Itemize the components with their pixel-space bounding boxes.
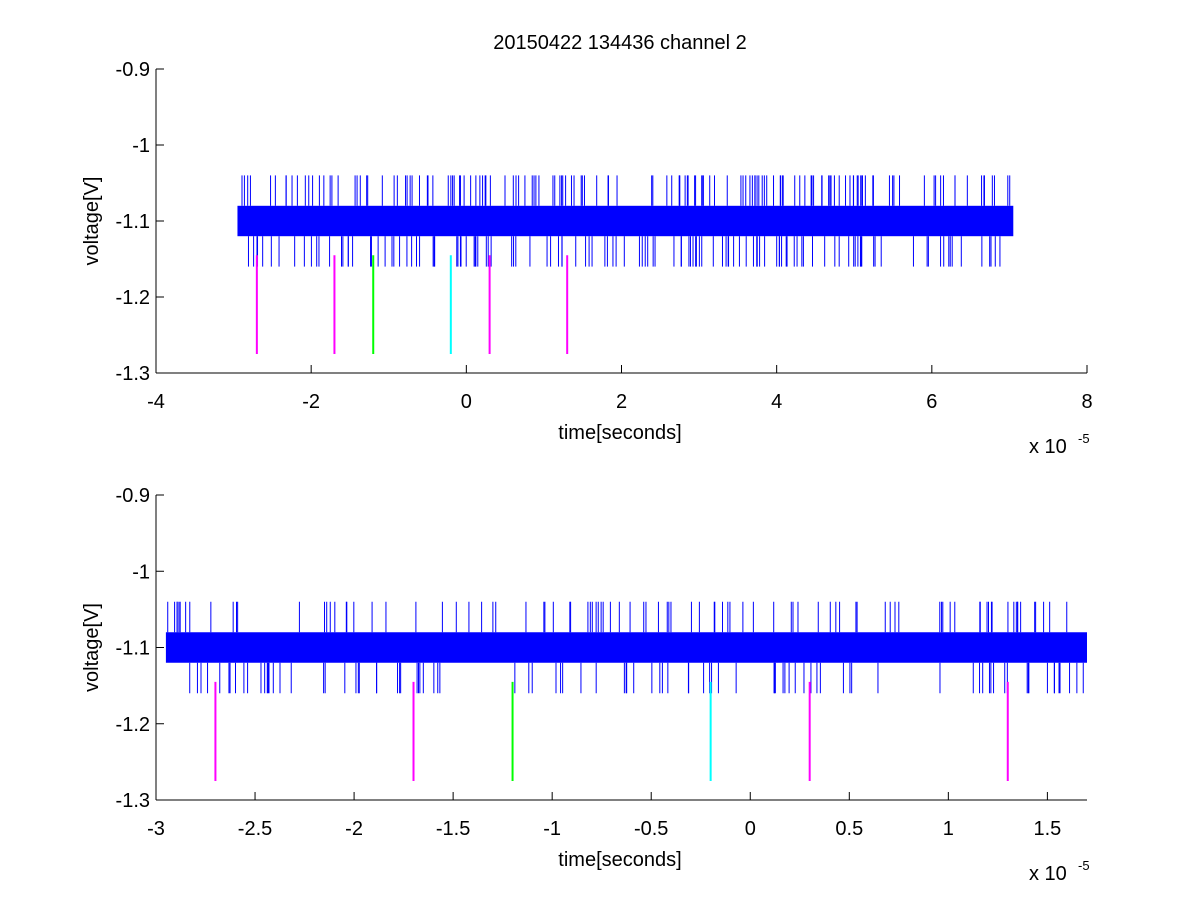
bottom-subplot: -1.3 -1.2 -1.1 -1 -0.9 -3 -2.5 -2 -1.5 -1 -0.5 0 0.5… — [81, 485, 1090, 885]
x-tick-label: 4 — [771, 391, 782, 413]
x-tick-label: 0.5 — [835, 818, 863, 840]
x-tick-label: 1 — [943, 818, 954, 840]
x-tick-label: 2 — [616, 391, 627, 413]
y-tick-label: -1.2 — [116, 287, 150, 309]
x-tick-label: 1.5 — [1033, 818, 1061, 840]
y-axis-label: voltage[V] — [81, 177, 103, 266]
figure-title: 20150422 134436 channel 2 — [493, 32, 747, 54]
x-tick-label: 0 — [745, 818, 756, 840]
y-tick-label: -1.3 — [116, 790, 150, 812]
x-exponent-power: -5 — [1078, 858, 1090, 873]
signal-band — [165, 632, 1088, 663]
y-tick-label: -1.1 — [116, 211, 150, 233]
x-tick-label: -3 — [147, 818, 165, 840]
y-tick-label: -1.3 — [116, 363, 150, 385]
x-tick-label: 6 — [926, 391, 937, 413]
y-tick-label: -0.9 — [116, 59, 150, 81]
top-subplot: -1.3 -1.2 -1.1 -1 -0.9 -4 -2 0 2 4 6 8 time[seconds]… — [81, 59, 1093, 458]
y-tick-label: -1.2 — [116, 714, 150, 736]
x-tick-label: 0 — [461, 391, 472, 413]
y-tick-label: -1 — [132, 135, 150, 157]
x-exponent-base: x 10 — [1029, 436, 1067, 458]
y-tick-label: -0.9 — [116, 485, 150, 507]
y-axis-label: voltage[V] — [81, 603, 103, 692]
x-exponent-power: -5 — [1078, 431, 1090, 446]
x-tick-label: -2 — [345, 818, 363, 840]
x-tick-label: -4 — [147, 391, 165, 413]
y-tick-label: -1.1 — [116, 638, 150, 660]
x-tick-label: -1.5 — [436, 818, 470, 840]
x-axis-label: time[seconds] — [558, 422, 681, 444]
x-tick-label: -1 — [543, 818, 561, 840]
y-tick-label: -1 — [132, 561, 150, 583]
x-tick-label: -0.5 — [634, 818, 668, 840]
x-tick-label: -2.5 — [238, 818, 272, 840]
x-tick-label: 8 — [1081, 391, 1092, 413]
x-axis-label: time[seconds] — [558, 849, 681, 871]
x-tick-label: -2 — [302, 391, 320, 413]
x-exponent-base: x 10 — [1029, 863, 1067, 885]
signal-band — [237, 205, 1014, 237]
